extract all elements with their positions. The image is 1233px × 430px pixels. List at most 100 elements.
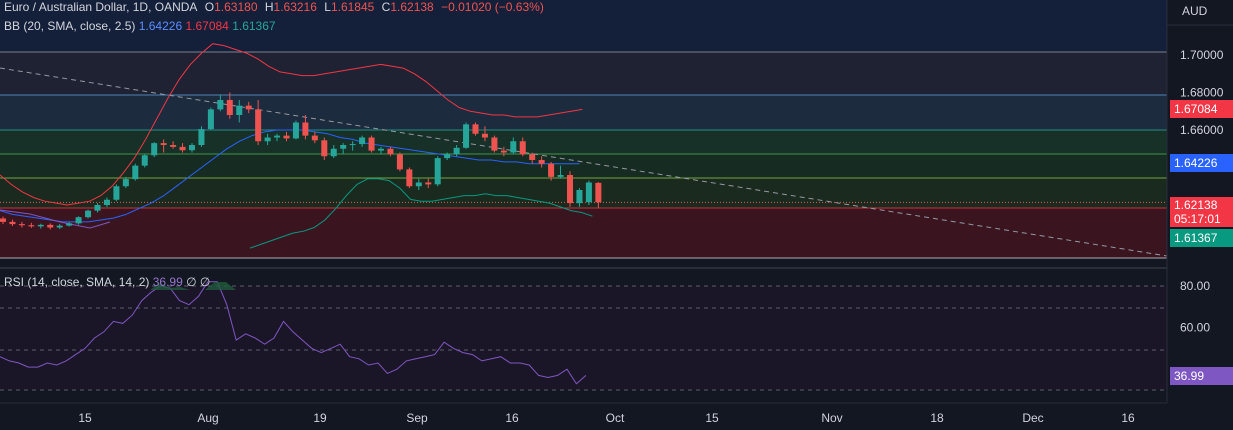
candle-body bbox=[529, 154, 536, 160]
candle-body bbox=[519, 141, 526, 155]
candle-countdown: 05:17:01 bbox=[1174, 212, 1221, 226]
time-tick-label: Sep bbox=[406, 411, 428, 425]
time-tick-label: 16 bbox=[505, 411, 519, 425]
time-tick-label: 15 bbox=[705, 411, 719, 425]
candle-body bbox=[226, 100, 233, 115]
currency-label[interactable]: AUD bbox=[1182, 4, 1208, 18]
candle-body bbox=[283, 135, 290, 139]
upper-band-price-tag: 1.67084 bbox=[1170, 100, 1233, 118]
candle-body bbox=[179, 146, 186, 151]
candle bbox=[425, 178, 432, 189]
high-value: 1.63216 bbox=[273, 0, 317, 14]
candle bbox=[491, 135, 498, 153]
candle bbox=[132, 163, 139, 181]
price-tick-label: 1.68000 bbox=[1180, 86, 1224, 100]
candle-body bbox=[274, 135, 281, 138]
candle bbox=[28, 222, 35, 228]
rsi-overbought-fill bbox=[205, 282, 236, 290]
candle bbox=[387, 146, 394, 157]
candle-body bbox=[292, 122, 299, 139]
open-label: O bbox=[204, 0, 215, 14]
rsi-extra-value: ∅ bbox=[199, 275, 211, 289]
rsi-price-tag: 36.99 bbox=[1170, 367, 1233, 385]
candle-body bbox=[245, 105, 252, 110]
candle-body bbox=[0, 218, 6, 222]
rsi-tick-label: 80.00 bbox=[1180, 279, 1210, 293]
candle-body bbox=[66, 223, 73, 226]
candle-body bbox=[160, 143, 167, 145]
candle bbox=[302, 115, 309, 140]
bb-legend[interactable]: BB (20, SMA, close, 2.5) 1.64226 1.67084… bbox=[4, 19, 276, 33]
candle bbox=[217, 94, 224, 112]
candle-body bbox=[236, 105, 243, 115]
candle bbox=[500, 146, 507, 157]
basis-line bbox=[0, 129, 580, 223]
candle bbox=[349, 141, 356, 151]
candle-body bbox=[47, 224, 54, 228]
candle bbox=[94, 203, 101, 213]
candle-body bbox=[378, 148, 384, 151]
candle bbox=[274, 133, 281, 142]
candle-body bbox=[349, 144, 356, 146]
rsi-background bbox=[0, 286, 1167, 390]
bb-lower-value: 1.61367 bbox=[232, 19, 276, 33]
candle bbox=[415, 178, 422, 190]
candle bbox=[453, 145, 460, 157]
candle bbox=[236, 100, 243, 123]
lower-band-line bbox=[249, 178, 593, 249]
last-price-value: 1.62138 bbox=[1174, 198, 1218, 212]
candle bbox=[37, 223, 44, 229]
candle-body bbox=[595, 182, 602, 203]
candle bbox=[189, 143, 195, 153]
candle-body bbox=[368, 137, 375, 151]
candle bbox=[160, 139, 167, 153]
candle-body bbox=[132, 165, 139, 180]
candle-body bbox=[557, 175, 564, 177]
rsi-legend[interactable]: RSI (14, close, SMA, 14, 2) 36.99 ∅ ∅ bbox=[4, 275, 210, 289]
candle bbox=[330, 145, 337, 159]
candle-body bbox=[444, 154, 451, 159]
candle-body bbox=[56, 225, 63, 228]
candle bbox=[378, 146, 384, 155]
candle bbox=[292, 120, 299, 140]
candle bbox=[47, 223, 54, 230]
time-axis-bg bbox=[0, 403, 1233, 430]
symbol-legend: Euro / Australian Dollar, 1D, OANDA O 1.6… bbox=[4, 0, 548, 14]
candle bbox=[585, 180, 592, 205]
candle-body bbox=[396, 154, 403, 170]
candle bbox=[226, 92, 233, 119]
candle-body bbox=[198, 129, 205, 145]
candle bbox=[340, 143, 347, 155]
candle-body bbox=[103, 199, 110, 205]
candle-body bbox=[340, 145, 347, 149]
zone-band bbox=[0, 208, 1167, 258]
candle-body bbox=[387, 148, 394, 155]
candle-body bbox=[491, 137, 498, 151]
candle-body bbox=[415, 182, 422, 187]
candle-body bbox=[463, 124, 470, 148]
candle bbox=[103, 197, 110, 207]
time-tick-label: Oct bbox=[606, 411, 625, 425]
candle bbox=[113, 184, 120, 202]
candle bbox=[207, 107, 214, 130]
candle-body bbox=[425, 182, 432, 185]
candle bbox=[141, 154, 148, 168]
low-value: 1.61845 bbox=[330, 0, 375, 14]
candle-body bbox=[113, 186, 120, 200]
candle bbox=[406, 167, 413, 189]
candle bbox=[463, 122, 470, 149]
rsi-line bbox=[0, 281, 587, 385]
candle bbox=[481, 126, 488, 142]
candle bbox=[321, 137, 328, 160]
candle-body bbox=[302, 122, 309, 136]
candle bbox=[519, 137, 526, 157]
rsi-value: 36.99 bbox=[152, 275, 183, 289]
candle bbox=[510, 137, 517, 155]
candle-body bbox=[538, 160, 545, 164]
candle-body bbox=[567, 175, 573, 204]
candle-body bbox=[18, 224, 25, 226]
candle-body bbox=[189, 145, 195, 151]
symbol-name[interactable]: Euro / Australian Dollar, 1D, OANDA bbox=[4, 0, 198, 14]
candle-body bbox=[434, 158, 441, 185]
